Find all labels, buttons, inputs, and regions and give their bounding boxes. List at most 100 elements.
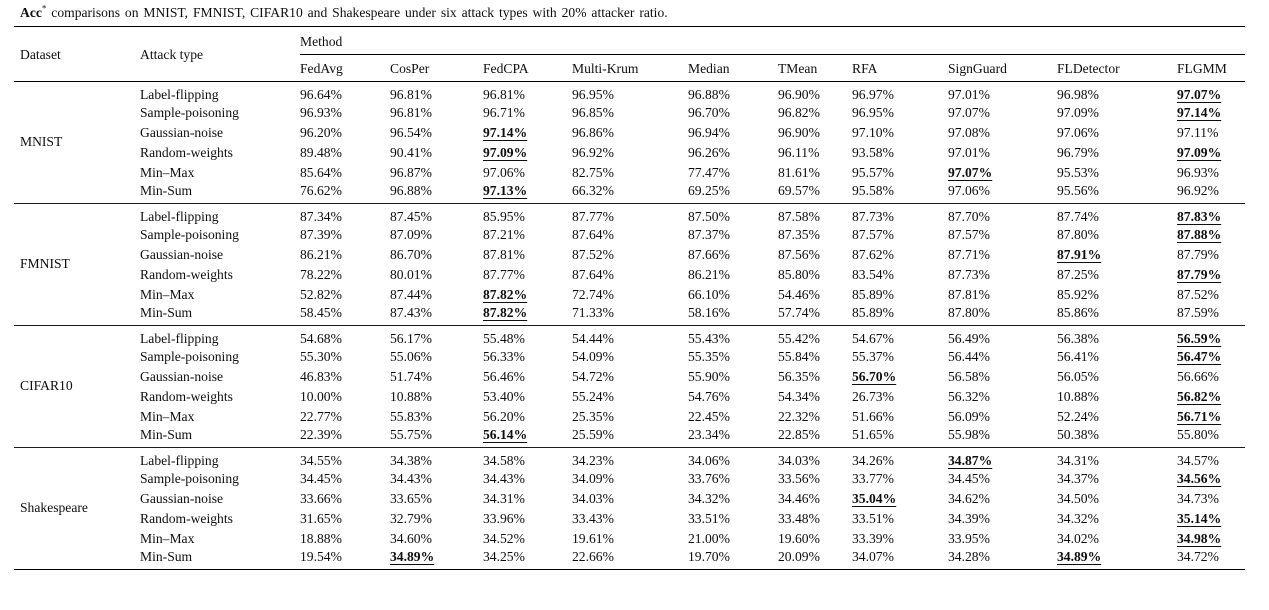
value-cell: 25.35%	[572, 408, 614, 424]
value-cell: 34.45%	[948, 470, 990, 486]
value-cell: 54.34%	[778, 388, 820, 404]
attack-type-cell: Gaussian-noise	[140, 490, 224, 506]
value-cell: 83.54%	[852, 266, 894, 282]
value-cell: 97.06%	[483, 164, 525, 180]
value-cell: 58.16%	[688, 304, 730, 320]
value-cell: 86.21%	[688, 266, 730, 282]
value-cell: 56.05%	[1057, 368, 1099, 384]
value-cell: 52.82%	[300, 286, 342, 302]
value-cell: 96.92%	[572, 144, 614, 160]
value-cell: 55.90%	[688, 368, 730, 384]
attack-type-cell: Min-Sum	[140, 426, 193, 442]
attack-type-cell: Min–Max	[140, 286, 195, 302]
value-cell: 97.07%	[948, 164, 993, 180]
value-cell: 96.81%	[390, 104, 432, 120]
value-cell: 54.76%	[688, 388, 730, 404]
value-cell: 19.70%	[688, 548, 730, 564]
value-cell: 87.73%	[948, 266, 990, 282]
value-cell: 34.03%	[778, 446, 852, 469]
attack-type-cell: Sample-poisoning	[140, 226, 239, 242]
value-cell: 34.55%	[300, 446, 390, 469]
value-cell: 34.32%	[688, 490, 730, 506]
value-cell: 96.95%	[572, 80, 688, 103]
table-row: Min–Max 52.82% 87.44% 87.82% 72.74% 66.10% 54.…	[14, 285, 1245, 305]
method-header-median: Median	[688, 54, 778, 82]
value-cell: 50.38%	[1057, 426, 1099, 442]
value-cell: 97.07%	[948, 104, 990, 120]
caption-acc-label: Acc	[20, 5, 42, 20]
value-cell: 56.71%	[1177, 408, 1222, 424]
column-header-attack-type: Attack type	[140, 27, 300, 82]
value-cell: 96.92%	[1177, 182, 1219, 198]
value-cell: 77.47%	[688, 164, 730, 180]
value-cell: 56.82%	[1177, 388, 1222, 404]
attack-type-cell: Gaussian-noise	[140, 246, 224, 262]
value-cell: 26.73%	[852, 388, 894, 404]
value-cell: 35.14%	[1177, 510, 1222, 526]
table-body: MNIST Label-flipping 96.64% 96.81% 96.81% 96.…	[14, 80, 1246, 569]
value-cell: 25.59%	[572, 426, 614, 442]
value-cell: 55.80%	[1177, 426, 1219, 442]
table-row: Sample-poisoning 96.93% 96.81% 96.71% 96.85%…	[14, 103, 1245, 123]
value-cell: 33.95%	[948, 530, 990, 546]
value-cell: 87.62%	[852, 246, 894, 262]
value-cell: 54.67%	[852, 324, 948, 347]
table-row: Gaussian-noise 46.83% 51.74% 56.46% 54.72% 55…	[14, 367, 1245, 387]
value-cell: 56.41%	[1057, 348, 1099, 364]
value-cell: 34.43%	[483, 470, 525, 486]
value-cell: 69.57%	[778, 182, 820, 198]
value-cell: 85.86%	[1057, 304, 1099, 320]
attack-type-cell: Min-Sum	[140, 548, 193, 564]
value-cell: 87.25%	[1057, 266, 1099, 282]
attack-type-cell: Label-flipping	[140, 324, 300, 347]
value-cell: 52.24%	[1057, 408, 1099, 424]
value-cell: 19.54%	[300, 548, 342, 564]
value-cell: 87.57%	[852, 226, 894, 242]
value-cell: 33.56%	[778, 470, 820, 486]
value-cell: 10.88%	[390, 388, 432, 404]
value-cell: 97.08%	[948, 124, 990, 140]
value-cell: 87.66%	[688, 246, 730, 262]
value-cell: 18.88%	[300, 530, 342, 546]
value-cell: 34.07%	[852, 548, 894, 564]
value-cell: 87.21%	[483, 226, 525, 242]
method-header-cosper: CosPer	[390, 54, 483, 82]
attack-type-cell: Label-flipping	[140, 80, 300, 103]
attack-type-cell: Label-flipping	[140, 202, 300, 225]
value-cell: 96.81%	[483, 80, 572, 103]
value-cell: 87.91%	[1057, 246, 1102, 262]
method-header-tmean: TMean	[778, 54, 852, 82]
value-cell: 55.24%	[572, 388, 614, 404]
value-cell: 10.88%	[1057, 388, 1099, 404]
value-cell: 56.47%	[1177, 348, 1222, 364]
value-cell: 34.26%	[852, 446, 948, 469]
value-cell: 95.57%	[852, 164, 894, 180]
method-header-multi-krum: Multi-Krum	[572, 54, 688, 82]
value-cell: 85.80%	[778, 266, 820, 282]
attack-type-cell: Sample-poisoning	[140, 104, 239, 120]
value-cell: 87.82%	[483, 286, 528, 302]
value-cell: 97.06%	[1057, 124, 1099, 140]
value-cell: 87.37%	[688, 226, 730, 242]
value-cell: 87.64%	[572, 266, 614, 282]
dataset-label: Shakespeare	[14, 446, 140, 569]
value-cell: 33.48%	[778, 510, 820, 526]
value-cell: 71.33%	[572, 304, 614, 320]
value-cell: 87.50%	[688, 202, 778, 225]
table-row: Min-Sum 22.39% 55.75% 56.14% 25.59% 23.34% 22.…	[14, 427, 1245, 448]
value-cell: 96.79%	[1057, 144, 1099, 160]
method-header-rfa: RFA	[852, 54, 948, 82]
table-row: Min–Max 85.64% 96.87% 97.06% 82.75% 77.47% 81.…	[14, 163, 1245, 183]
method-header-fedcpa: FedCPA	[483, 54, 572, 82]
value-cell: 87.45%	[390, 202, 483, 225]
value-cell: 87.81%	[483, 246, 525, 262]
value-cell: 87.09%	[390, 226, 432, 242]
value-cell: 85.89%	[852, 286, 894, 302]
table-row: Min-Sum 76.62% 96.88% 97.13% 66.32% 69.25% 69.…	[14, 183, 1245, 204]
table-row: MNIST Label-flipping 96.64% 96.81% 96.81% 96.…	[14, 80, 1246, 203]
value-cell: 35.04%	[852, 490, 897, 506]
attack-type-cell: Random-weights	[140, 510, 233, 526]
value-cell: 97.09%	[483, 144, 528, 160]
value-cell: 51.65%	[852, 426, 894, 442]
